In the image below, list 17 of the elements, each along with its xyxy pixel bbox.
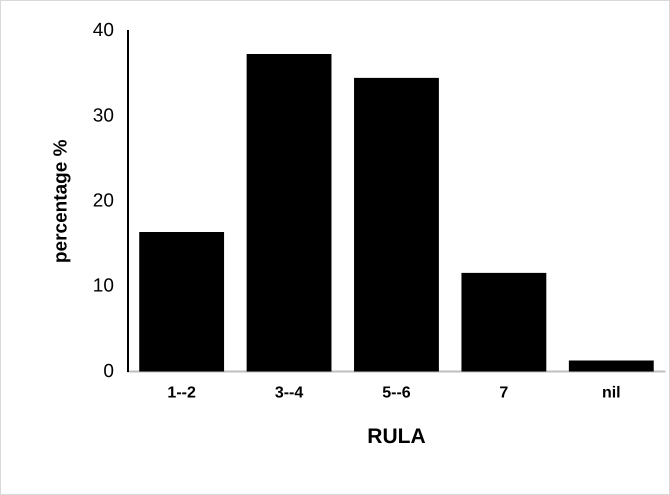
bar	[354, 78, 439, 372]
y-tick-label: 0	[103, 360, 114, 382]
x-tick-label: 7	[499, 384, 508, 402]
bar	[568, 360, 654, 372]
bar	[461, 272, 546, 372]
y-tick-label: 40	[92, 20, 114, 42]
x-tick-label: 3--4	[274, 384, 304, 402]
y-tick-label: 30	[92, 105, 114, 126]
bar	[246, 54, 332, 372]
x-axis-title: RULA	[367, 425, 426, 448]
x-tick-label: nil	[602, 384, 621, 402]
x-tick-label: 1--2	[167, 384, 196, 402]
x-tick-label: 5--6	[382, 384, 411, 402]
y-tick-label: 10	[92, 276, 114, 297]
y-tick-label: 20	[92, 190, 114, 212]
y-axis-title: percentage %	[50, 139, 72, 264]
bar	[139, 232, 224, 372]
